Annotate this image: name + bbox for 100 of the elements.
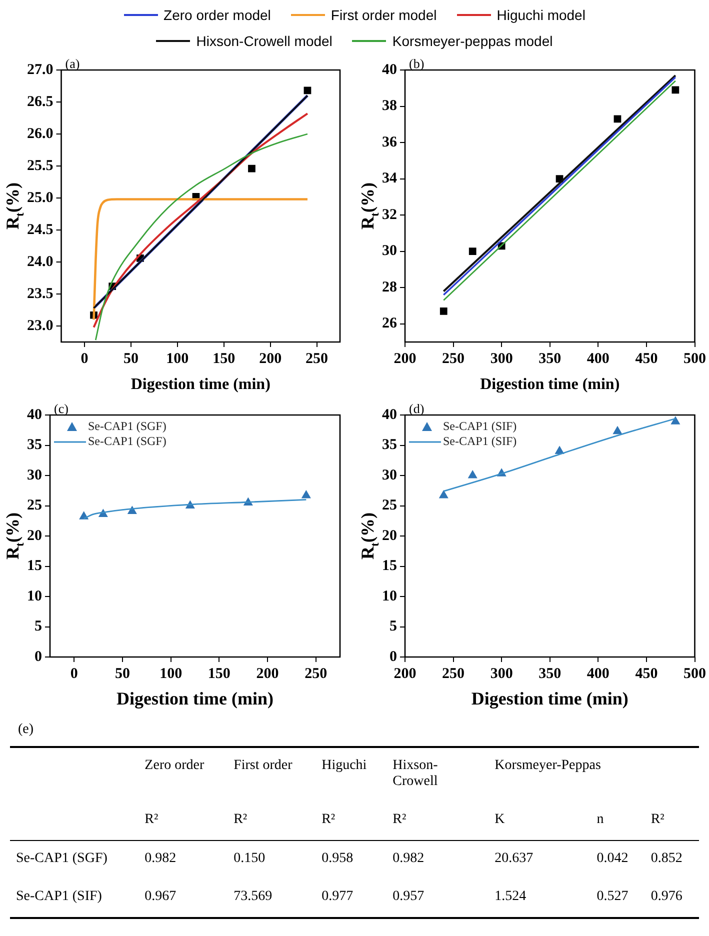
y-tick-label: 23.5 <box>27 286 54 302</box>
y-tick-label: 28 <box>382 279 397 296</box>
x-tick-label: 400 <box>586 350 610 367</box>
y-tick-label: 40 <box>27 406 42 423</box>
x-tick-label: 50 <box>115 666 130 682</box>
category-label: First order <box>232 757 294 775</box>
x-tick-label: 250 <box>304 666 328 682</box>
y-tick-label: 20 <box>382 528 397 544</box>
x-tick-label: 200 <box>394 350 416 367</box>
legend-label: Se-CAP1 (SIF) <box>443 419 517 434</box>
text: 0.042 <box>596 850 630 868</box>
text: 0.527 <box>596 888 630 906</box>
text: R² <box>138 802 228 840</box>
legend-label: Hixson-Crowell model <box>196 33 332 49</box>
x-tick-label: 50 <box>123 350 138 367</box>
x-axis-title: Digestion time (min) <box>116 688 274 709</box>
text: R² <box>316 802 387 840</box>
text: 0.976 <box>650 888 684 906</box>
x-tick-label: 500 <box>684 666 706 682</box>
y-tick-label: 38 <box>382 98 397 114</box>
y-tick-label: 34 <box>382 170 398 187</box>
y-tick-label: 30 <box>27 467 42 484</box>
text: n <box>590 802 645 840</box>
y-axis-title: Rt(%) <box>358 512 382 560</box>
text: 0.958 <box>320 850 354 868</box>
legend-label: Zero order model <box>164 7 271 23</box>
x-tick-label: 350 <box>538 666 562 682</box>
x-tick-label: 350 <box>538 350 562 367</box>
y-tick-label: 27.0 <box>27 62 54 78</box>
text: (e) <box>18 722 35 738</box>
y-tick-label: 30 <box>382 467 397 484</box>
y-tick-label: 24.5 <box>27 222 54 238</box>
y-tick-label: 40 <box>382 406 397 423</box>
x-tick-label: 450 <box>635 350 658 367</box>
y-tick-label: 10 <box>27 588 42 604</box>
text: 0.982 <box>144 850 178 868</box>
x-tick-label: 100 <box>166 350 189 367</box>
text: R² <box>386 802 489 840</box>
y-tick-label: 36 <box>382 134 398 150</box>
y-tick-label: 15 <box>382 558 397 574</box>
y-tick-label: 26 <box>382 316 398 332</box>
text: 20.637 <box>494 850 534 868</box>
text: 0.957 <box>392 888 426 906</box>
x-tick-label: 250 <box>306 350 328 367</box>
x-tick-label: 200 <box>394 666 416 682</box>
y-tick-label: 25 <box>27 498 42 514</box>
x-tick-label: 450 <box>635 666 658 682</box>
y-tick-label: 25.0 <box>27 190 54 206</box>
annotation: (a) <box>65 56 80 71</box>
text: 0.150 <box>232 850 266 868</box>
x-tick-label: 0 <box>80 350 88 367</box>
y-tick-label: 24.0 <box>27 254 54 270</box>
x-tick-label: 200 <box>256 666 279 682</box>
category-label: Korsmeyer-Peppas <box>494 757 601 775</box>
y-tick-label: 25.5 <box>27 158 54 174</box>
y-tick-label: 35 <box>27 437 42 454</box>
text: R² <box>644 802 699 840</box>
x-tick-label: 500 <box>684 350 706 367</box>
x-tick-label: 400 <box>586 666 610 682</box>
y-tick-label: 5 <box>34 618 42 635</box>
y-tick-label: 5 <box>390 618 397 635</box>
text: R² <box>228 802 316 840</box>
y-tick-label: 26.0 <box>27 126 54 142</box>
y-axis-title: Rt(%) <box>2 512 26 560</box>
category-label: Zero order <box>144 757 206 775</box>
legend-label: Se-CAP1 (SGF) <box>88 434 166 448</box>
text: 0.982 <box>392 850 426 868</box>
x-tick-label: 150 <box>212 350 236 367</box>
legend-label: Korsmeyer-peppas model <box>392 33 553 49</box>
legend-label: Se-CAP1 (SIF) <box>443 434 517 448</box>
y-tick-label: 32 <box>382 206 397 223</box>
y-tick-label: 15 <box>27 558 42 574</box>
x-tick-label: 250 <box>442 350 465 367</box>
x-tick-label: 100 <box>160 666 182 682</box>
y-tick-label: 30 <box>382 243 397 260</box>
y-axis-title: Rt(%) <box>358 182 382 230</box>
text: K <box>488 802 591 840</box>
y-tick-label: 23.0 <box>27 318 54 334</box>
category-label: Hixson-Crowell <box>392 757 439 791</box>
legend-label: Higuchi model <box>496 7 586 23</box>
x-tick-label: 300 <box>490 666 513 682</box>
text: Se-CAP1 (SGF) <box>15 850 108 868</box>
legend-label: Se-CAP1 (SGF) <box>88 419 166 434</box>
y-tick-label: 10 <box>382 588 397 604</box>
text: 73.569 <box>232 888 274 906</box>
annotation: (d) <box>409 400 424 416</box>
category-label: Higuchi <box>320 757 368 775</box>
y-tick-label: 40 <box>382 62 397 78</box>
y-tick-label: 26.5 <box>27 94 54 110</box>
y-tick-label: 25 <box>382 498 397 514</box>
x-axis-title: Digestion time (min) <box>130 376 270 394</box>
x-axis-title: Digestion time (min) <box>480 376 620 394</box>
text: Se-CAP1 (SIF) <box>15 888 103 906</box>
y-axis-title: Rt(%) <box>2 182 26 230</box>
x-tick-label: 200 <box>259 350 282 367</box>
x-tick-label: 150 <box>208 666 230 682</box>
y-tick-label: 35 <box>382 437 397 454</box>
text: 0.967 <box>144 888 178 906</box>
x-tick-label: 0 <box>70 666 78 682</box>
x-tick-label: 250 <box>442 666 465 682</box>
